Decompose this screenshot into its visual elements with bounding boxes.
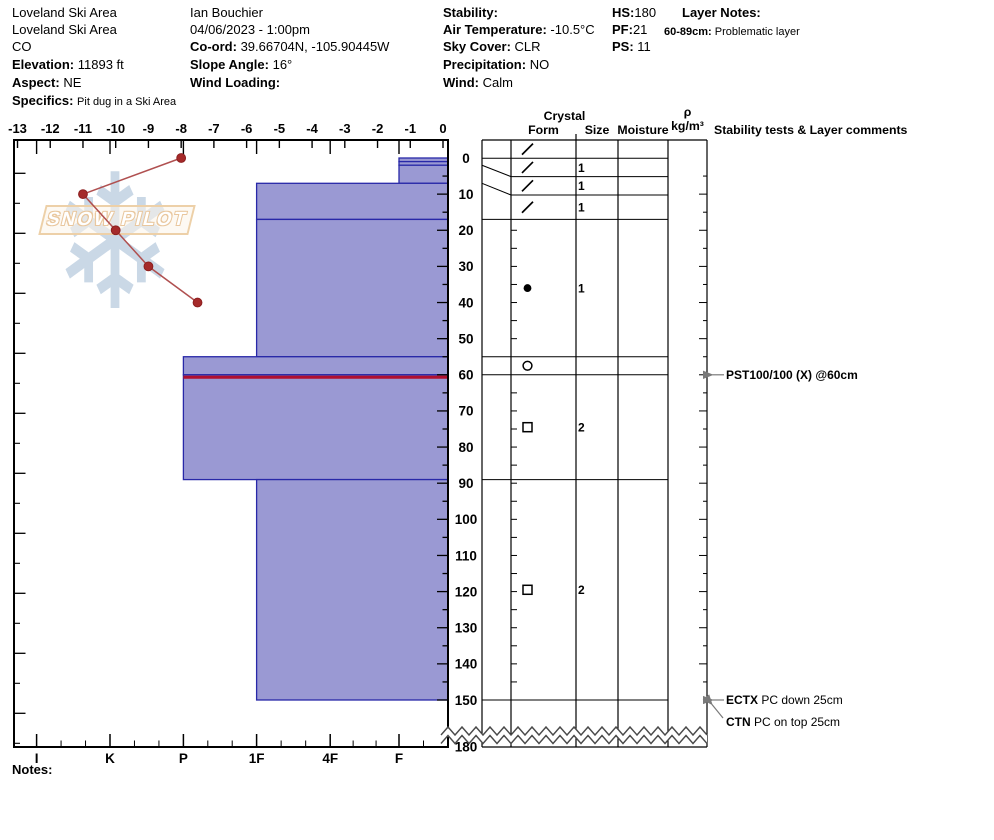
hs-total-depth: HS:180 [612, 5, 657, 20]
depth-tick-label: 0 [462, 151, 470, 166]
depth-tick-label: 100 [455, 512, 478, 527]
layer-data-table [481, 134, 708, 748]
pf: PF:21 [612, 22, 648, 37]
snow-layer-bar [182, 356, 449, 376]
temp-axis-tick-label: -3 [339, 121, 351, 136]
temp-axis-tick-label: -7 [208, 121, 220, 136]
temp-axis-tick-label: -8 [175, 121, 187, 136]
temp-axis-tick-label: -1 [404, 121, 416, 136]
density-unit-header: kg/m³ [671, 119, 704, 133]
moisture-header: Moisture [617, 123, 668, 137]
sky-cover: Sky Cover: CLR [443, 39, 541, 54]
precipitation: Precipitation: NO [443, 57, 550, 72]
crystal-form-symbols: 1 1 1 1 2 2 [521, 143, 585, 597]
notes-label: Notes: [12, 762, 53, 777]
hardness-axis-label: 4F [322, 751, 338, 766]
grain-size-value: 2 [578, 420, 585, 434]
temp-axis-tick-label: -11 [74, 121, 92, 136]
temp-axis-tick-label: -12 [41, 121, 60, 136]
slope-angle: Slope Angle: 16° [190, 57, 293, 72]
temperature-point [143, 261, 154, 272]
depth-tick-label: 70 [458, 404, 473, 419]
hardness-profile-bars [182, 157, 449, 701]
stability-test-annotation: PST100/100 (X) @60cm [726, 368, 858, 382]
density-header: ρ [684, 105, 692, 119]
depth-tick-label: 140 [455, 657, 478, 672]
form-header: Form [528, 123, 559, 137]
pit-datetime: 04/06/2023 - 1:00pm [190, 22, 310, 37]
temp-axis-tick-label: -13 [8, 121, 27, 136]
depth-tick-label: 80 [458, 440, 473, 455]
site-name: Loveland Ski Area [12, 5, 117, 20]
depth-tick-label: 50 [458, 331, 473, 346]
grain-size-value: 1 [578, 179, 585, 193]
temperature-line [78, 153, 203, 308]
depth-tick-label: 130 [455, 621, 478, 636]
crystal-header: Crystal [544, 109, 586, 123]
temp-axis-tick-label: -5 [274, 121, 286, 136]
specifics: Specifics: Pit dug in a Ski Area [12, 93, 177, 108]
depth-tick-label: 150 [455, 693, 478, 708]
wind: Wind: Calm [443, 75, 513, 90]
depth-tick-label: 110 [455, 548, 477, 563]
snow-layer-bar [255, 182, 449, 221]
hardness-axis-label: K [105, 751, 115, 766]
stability-field: Stability: [443, 5, 498, 20]
size-header: Size [585, 123, 610, 137]
temp-axis-tick-label: -2 [372, 121, 384, 136]
temperature-point [78, 189, 88, 200]
hardness-axis-label: 1F [249, 751, 265, 766]
temp-axis-tick-label: -9 [143, 121, 155, 136]
hardness-axis-label: I [35, 751, 39, 766]
air-temperature: Air Temperature: -10.5°C [443, 22, 595, 37]
coordinates: Co-ord: 39.66704N, -105.90445W [190, 39, 390, 54]
temperature-point [176, 153, 187, 163]
layer-notes-title: Layer Notes: [682, 5, 761, 20]
depth-break-zigzag [440, 725, 708, 745]
grain-size-value: 2 [578, 583, 585, 597]
hardness-axis-label: F [395, 751, 403, 766]
depth-axis-labels: 0 10 20 30 40 50 60 70 80 90 100 110 120 130 140 150 180 [437, 151, 477, 755]
elevation: Elevation: 11893 ft [12, 57, 124, 72]
depth-tick-label: 120 [455, 584, 478, 599]
state: CO [12, 39, 32, 54]
snow-layer-bar [255, 478, 449, 701]
grain-size-value: 1 [578, 161, 585, 175]
temp-axis-tick-label: -10 [106, 121, 125, 136]
depth-tick-label: 90 [458, 476, 473, 491]
aspect: Aspect: NE [12, 75, 82, 90]
stability-tests-header: Stability tests & Layer comments [714, 123, 908, 137]
depth-tick-label: 10 [458, 187, 473, 202]
depth-tick-label: 40 [458, 295, 473, 310]
ps: PS: 11 [612, 39, 651, 54]
depth-tick-label: 60 [458, 368, 473, 383]
chart-axes: -13 -12 -11 -10 -9 -8 -7 -6 -5 -4 -3 -2 -1 0I K P 1F 4F F [8, 121, 449, 766]
area-name: Loveland Ski Area [12, 22, 117, 37]
layer-note: 60-89cm: Problematic layer [664, 26, 800, 38]
depth-tick-label: 30 [458, 259, 473, 274]
snow-layer-bar [255, 218, 449, 358]
temp-axis-tick-label: 0 [439, 121, 446, 136]
temp-axis-tick-label: -4 [306, 121, 318, 136]
snow-layer-bar [398, 164, 449, 184]
observer: Ian Bouchier [190, 5, 263, 20]
stability-test-annotations: PST100/100 (X) @60cm ECTX PC down 25cm CTN… [702, 368, 858, 729]
temperature-point [110, 225, 121, 236]
snow-layer-bar [182, 374, 449, 481]
wind-loading: Wind Loading: [190, 75, 281, 90]
depth-tick-label: 180 [455, 740, 478, 755]
hardness-axis-label: P [179, 751, 188, 766]
temperature-point [192, 297, 203, 308]
depth-tick-label: 20 [458, 223, 473, 238]
stability-test-annotation: CTN PC on top 25cm [726, 715, 840, 729]
temp-axis-tick-label: -6 [241, 121, 253, 136]
grain-size-value: 1 [578, 201, 585, 215]
stability-test-annotation: ECTX PC down 25cm [726, 693, 843, 707]
grain-size-value: 1 [578, 281, 585, 295]
